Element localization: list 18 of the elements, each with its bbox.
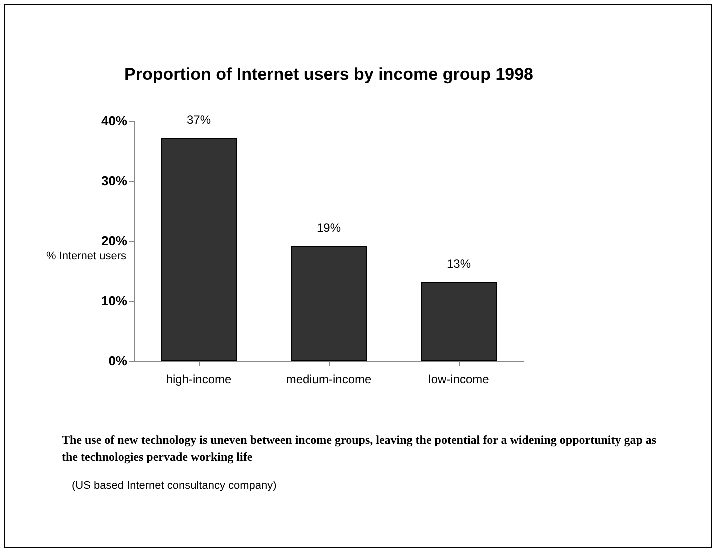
bar [161,138,237,362]
data-label: 19% [316,221,342,235]
x-tick-label: medium-income [286,372,372,386]
text: (US based Internet consultancy company) [72,480,278,492]
x-tick-label: high-income [166,372,232,386]
y-tick-label: 20% [101,234,128,248]
chart-title: Proportion of Internet users by income group 1998 [124,65,534,84]
data-label: 37% [186,113,212,127]
bar [421,282,497,362]
text: The use of new technology is uneven between income groups, leaving the potential for a widening opportunity gap as the technologies pervade working life [62,432,658,466]
y-tick-label: 0% [108,354,128,368]
y-tick-label: 40% [101,114,128,128]
data-label: 13% [446,257,472,271]
y-axis-title: % Internet users [46,250,128,262]
y-tick-label: 10% [101,294,128,308]
x-tick-label: low-income [428,372,490,386]
bar [291,246,367,362]
y-tick-label: 30% [101,174,128,188]
